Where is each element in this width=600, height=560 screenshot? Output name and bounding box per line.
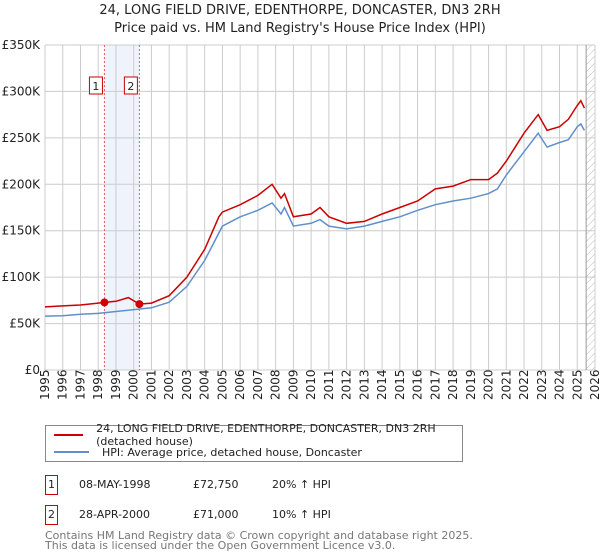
transaction-number: 2 xyxy=(45,505,58,525)
sale-point xyxy=(100,298,109,307)
transaction-date: 28-APR-2000 xyxy=(79,508,151,521)
x-tick-label: 1999 xyxy=(109,369,123,400)
x-tick-label: 2026 xyxy=(588,369,600,400)
chart-subtitle: Price paid vs. HM Land Registry's House … xyxy=(114,21,486,36)
sale-label: 2 xyxy=(127,80,134,93)
x-tick-label: 2015 xyxy=(393,369,407,400)
x-tick-label: 2018 xyxy=(446,369,460,400)
y-tick-label: £0 xyxy=(25,363,40,377)
forecast-hatch xyxy=(586,45,595,370)
footer-copyright: Contains HM Land Registry data © Crown c… xyxy=(45,529,473,542)
sale-point xyxy=(135,300,144,309)
transaction-date: 08-MAY-1998 xyxy=(79,478,151,491)
legend-label-hpi: HPI: Average price, detached house, Donc… xyxy=(102,445,362,459)
x-tick-label: 2003 xyxy=(180,369,194,400)
property-line-swatch xyxy=(54,434,84,436)
hpi-line xyxy=(44,122,586,317)
x-tick-label: 2012 xyxy=(340,369,354,400)
x-tick-label: 2001 xyxy=(144,369,158,400)
y-tick-label: £150K xyxy=(2,224,42,238)
sale-label-box xyxy=(88,76,103,95)
x-tick-label: 2006 xyxy=(233,369,247,400)
x-tick-label: 1996 xyxy=(56,369,70,400)
x-tick-label: 2008 xyxy=(269,369,283,400)
transaction-number: 1 xyxy=(45,475,58,495)
footer: Contains HM Land Registry data © Crown c… xyxy=(45,529,473,552)
transaction-hpi: 20% ↑ HPI xyxy=(272,478,331,491)
y-tick-label: £100K xyxy=(2,270,42,284)
legend: 24, LONG FIELD DRIVE, EDENTHORPE, DONCAS… xyxy=(45,422,463,462)
x-tick-label: 2013 xyxy=(357,369,371,400)
x-tick-label: 2010 xyxy=(304,369,318,400)
x-tick-label: 1997 xyxy=(73,369,87,400)
chart-title: 24, LONG FIELD DRIVE, EDENTHORPE, DONCAS… xyxy=(99,3,501,18)
x-tick-label: 2016 xyxy=(411,369,425,400)
x-tick-label: 2024 xyxy=(553,369,567,400)
transaction-price: £71,000 xyxy=(193,508,239,521)
sale-label: 1 xyxy=(92,80,99,93)
legend-label-property: 24, LONG FIELD DRIVE, EDENTHORPE, DONCAS… xyxy=(96,422,436,448)
sale-label-box xyxy=(123,76,138,95)
y-tick-label: £50K xyxy=(9,317,41,331)
hpi-line-swatch xyxy=(54,451,89,453)
transaction-hpi: 10% ↑ HPI xyxy=(272,508,331,521)
legend-item-hpi: HPI: Average price, detached house, Donc… xyxy=(54,444,362,460)
footer-licence: This data is licensed under the Open Gov… xyxy=(45,539,396,552)
x-tick-label: 2019 xyxy=(464,369,478,400)
x-tick-label: 2005 xyxy=(215,369,229,400)
x-tick-label: 2023 xyxy=(535,369,549,400)
x-tick-label: 2007 xyxy=(251,369,265,400)
x-tick-label: 1995 xyxy=(38,369,52,400)
x-tick-label: 2011 xyxy=(322,369,336,400)
x-tick-label: 2025 xyxy=(570,369,584,400)
y-tick-label: £250K xyxy=(2,131,42,145)
y-tick-label: £300K xyxy=(2,84,42,98)
x-tick-label: 1998 xyxy=(91,369,105,400)
legend-item-property: 24, LONG FIELD DRIVE, EDENTHORPE, DONCAS… xyxy=(54,422,462,448)
x-tick-label: 2021 xyxy=(499,369,513,400)
x-tick-label: 2014 xyxy=(375,369,389,400)
x-tick-label: 2000 xyxy=(127,369,141,400)
x-tick-label: 2022 xyxy=(517,369,531,400)
x-tick-label: 2002 xyxy=(162,369,176,400)
y-tick-label: £350K xyxy=(2,38,42,52)
x-tick-label: 2020 xyxy=(482,369,496,400)
x-tick-label: 2004 xyxy=(198,369,212,400)
x-tick-label: 2017 xyxy=(428,369,442,400)
transaction-price: £72,750 xyxy=(193,478,239,491)
x-tick-label: 2009 xyxy=(286,369,300,400)
y-tick-label: £200K xyxy=(2,177,42,191)
